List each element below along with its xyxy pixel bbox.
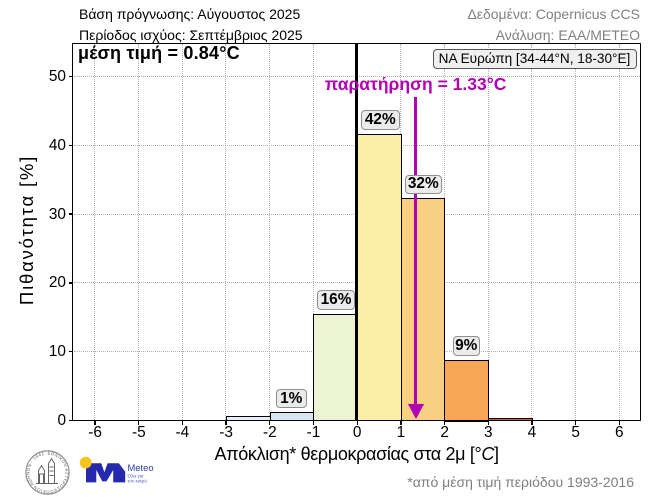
svg-text:Meteo: Meteo bbox=[128, 462, 154, 473]
svg-text:Όλα για: Όλα για bbox=[127, 473, 144, 478]
svg-text:τον καιρό: τον καιρό bbox=[128, 478, 148, 484]
